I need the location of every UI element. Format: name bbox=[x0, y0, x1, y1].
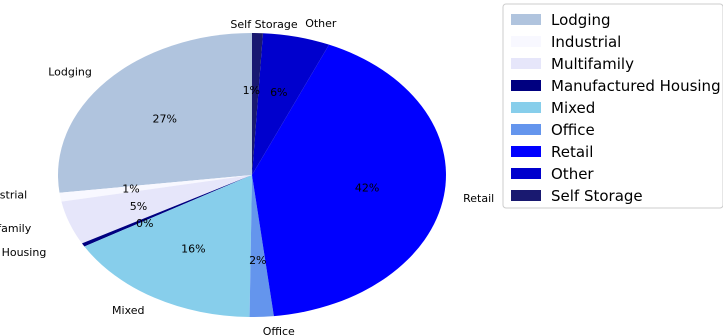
legend-swatch-multifamily bbox=[511, 58, 541, 69]
percent-labels: 27% 1% 5% 0% 16% 2% 42% 6% 1% bbox=[122, 84, 379, 267]
slice-label-office: Office bbox=[263, 325, 295, 336]
legend-swatch-lodging bbox=[511, 14, 541, 25]
legend-label-manufactured-housing: Manufactured Housing bbox=[551, 77, 721, 95]
legend-swatch-manufactured-housing bbox=[511, 80, 541, 91]
slice-label-multifamily: Multifamily bbox=[0, 222, 32, 235]
legend-label-other: Other bbox=[551, 165, 594, 183]
slice-label-industrial: Industrial bbox=[0, 188, 27, 201]
percent-label-multifamily: 5% bbox=[130, 200, 147, 213]
legend-swatch-office bbox=[511, 124, 541, 135]
pie-slice-retail bbox=[252, 44, 446, 317]
slice-label-retail: Retail bbox=[463, 192, 494, 205]
legend-label-multifamily: Multifamily bbox=[551, 55, 634, 73]
slice-labels: Lodging Industrial Multifamily Manufactured… bbox=[0, 17, 494, 336]
percent-label-office: 2% bbox=[249, 254, 266, 267]
percent-label-manufactured-housing: 0% bbox=[136, 217, 153, 230]
slice-label-lodging: Lodging bbox=[48, 66, 92, 79]
percent-label-lodging: 27% bbox=[152, 113, 176, 126]
percent-label-industrial: 1% bbox=[122, 182, 139, 195]
legend: Lodging Industrial Multifamily Manufactured… bbox=[502, 3, 723, 209]
pie-slices bbox=[57, 33, 446, 318]
pie-slice-multifamily bbox=[61, 175, 252, 244]
pie-slice-self-storage bbox=[252, 33, 263, 175]
pie-slice-industrial bbox=[59, 175, 252, 202]
legend-label-office: Office bbox=[551, 121, 595, 139]
legend-label-industrial: Industrial bbox=[551, 33, 621, 51]
legend-frame bbox=[502, 3, 723, 209]
legend-label-mixed: Mixed bbox=[551, 99, 595, 117]
legend-swatch-other bbox=[511, 168, 541, 179]
legend-swatch-retail bbox=[511, 146, 541, 157]
slice-label-other: Other bbox=[305, 17, 337, 30]
percent-label-retail: 42% bbox=[355, 182, 379, 195]
slice-label-mixed: Mixed bbox=[112, 304, 144, 317]
legend-label-lodging: Lodging bbox=[551, 11, 611, 29]
pie-slice-office bbox=[249, 175, 274, 318]
legend-swatch-mixed bbox=[511, 102, 541, 113]
pie-slice-manufactured-housing bbox=[82, 175, 252, 247]
legend-label-retail: Retail bbox=[551, 143, 593, 161]
pie-slice-lodging bbox=[57, 33, 253, 193]
slice-label-self-storage: Self Storage bbox=[230, 18, 297, 31]
legend-label-self-storage: Self Storage bbox=[551, 187, 643, 205]
percent-label-mixed: 16% bbox=[181, 243, 205, 256]
pie-slice-other bbox=[252, 33, 330, 176]
pie-slice-mixed bbox=[84, 175, 253, 317]
percent-label-self-storage: 1% bbox=[243, 84, 260, 97]
percent-label-other: 6% bbox=[270, 86, 287, 99]
legend-swatch-industrial bbox=[511, 36, 541, 47]
slice-label-manufactured-housing: Manufactured Housing bbox=[0, 246, 46, 259]
legend-swatch-self-storage bbox=[511, 190, 541, 201]
